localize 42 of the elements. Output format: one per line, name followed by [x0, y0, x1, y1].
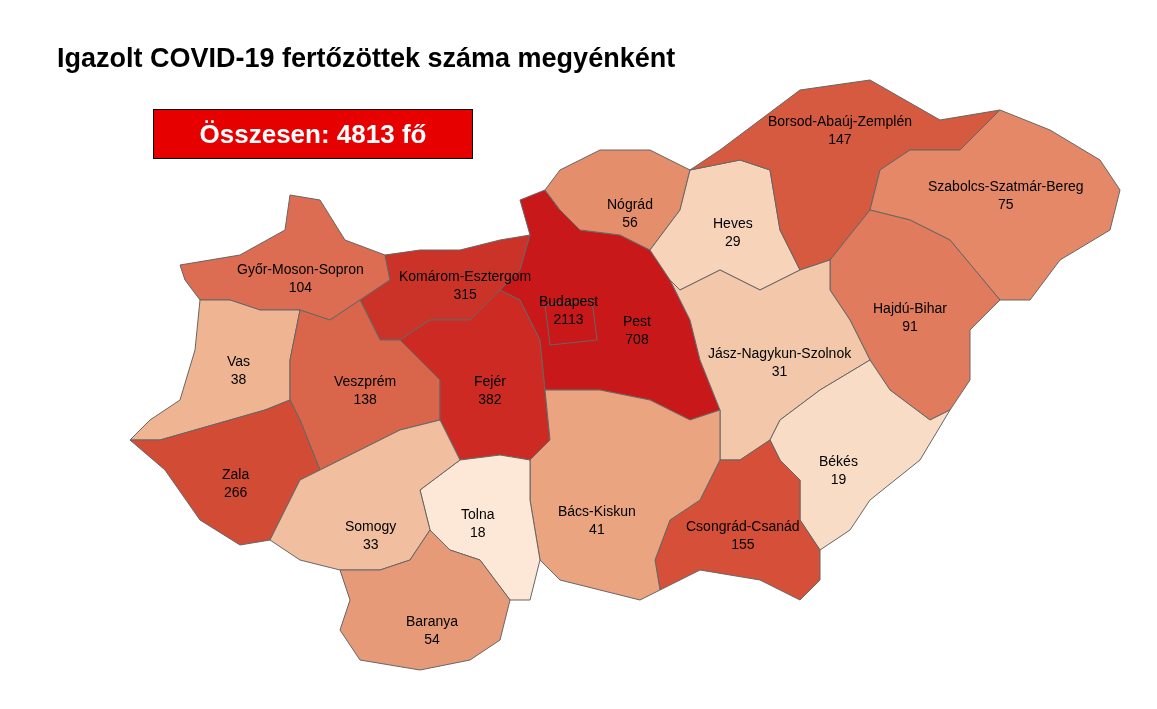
category-label: Komárom-Esztergom: [399, 268, 532, 284]
category-label: Fejér: [474, 373, 507, 389]
data-label: 147: [828, 131, 852, 148]
category-label: Békés: [819, 453, 858, 469]
data-label: 56: [622, 214, 638, 231]
text: Igazolt COVID-19 fertőzöttek száma megyénként: [57, 43, 676, 74]
data-label: 41: [589, 521, 605, 538]
category-label: Pest: [623, 313, 652, 329]
data-label: 38: [230, 371, 247, 388]
data-label: 708: [625, 331, 649, 348]
category-label: Zala: [222, 466, 250, 482]
data-label: 382: [478, 391, 502, 408]
data-label: 2113: [553, 311, 584, 328]
data-label: 19: [830, 471, 847, 488]
data-label: 315: [453, 286, 478, 303]
category-label: Baranya: [406, 613, 459, 629]
category-label: Somogy: [345, 518, 397, 534]
category-label: Jász-Nagykun-Szolnok: [708, 345, 853, 361]
category-label: Vas: [227, 353, 251, 369]
data-label: 266: [223, 484, 248, 501]
data-label: 33: [362, 536, 379, 553]
category-label: Heves: [713, 215, 753, 231]
category-label: Bács-Kiskun: [558, 503, 636, 519]
data-label: 54: [424, 631, 441, 648]
data-label: 155: [731, 536, 755, 553]
category-label: Nógrád: [607, 196, 653, 212]
category-label: Csongrád-Csanád: [686, 518, 800, 534]
data-label: 29: [725, 233, 741, 250]
category-label: Budapest: [539, 293, 599, 309]
data-label: 75: [998, 196, 1014, 213]
category-label: Veszprém: [334, 373, 397, 389]
data-label: 104: [288, 279, 313, 296]
category-label: Tolna: [461, 506, 495, 522]
data-label: 31: [771, 363, 788, 380]
data-label: 18: [469, 524, 486, 541]
category-label: Hajdú-Bihar: [873, 300, 948, 316]
data-label: 138: [353, 391, 378, 408]
category-label: Győr-Moson-Sopron: [237, 261, 364, 277]
text: Összesen: 4813 fő: [199, 119, 427, 149]
category-label: Szabolcs-Szatmár-Bereg: [928, 178, 1084, 194]
category-label: Borsod-Abaúj-Zemplén: [768, 113, 912, 129]
data-label: 91: [902, 318, 918, 335]
